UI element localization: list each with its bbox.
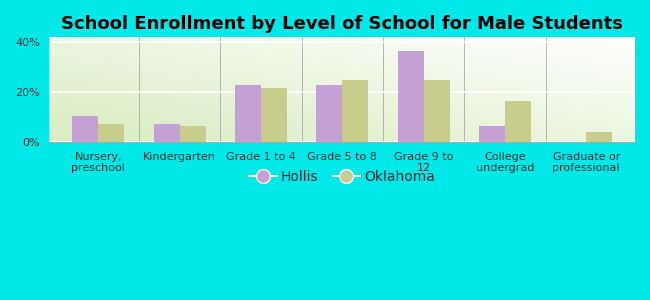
Bar xyxy=(479,126,505,142)
Bar xyxy=(153,124,179,142)
Bar xyxy=(316,85,343,142)
Bar xyxy=(179,126,205,142)
Bar xyxy=(398,51,424,142)
Bar xyxy=(505,101,531,142)
Bar xyxy=(343,80,369,142)
Bar xyxy=(424,80,450,142)
Title: School Enrollment by Level of School for Male Students: School Enrollment by Level of School for… xyxy=(61,15,623,33)
Bar xyxy=(98,124,124,142)
Bar xyxy=(72,116,98,142)
Bar xyxy=(261,88,287,142)
Legend: Hollis, Oklahoma: Hollis, Oklahoma xyxy=(244,164,441,189)
Bar xyxy=(586,132,612,142)
Bar xyxy=(235,85,261,142)
